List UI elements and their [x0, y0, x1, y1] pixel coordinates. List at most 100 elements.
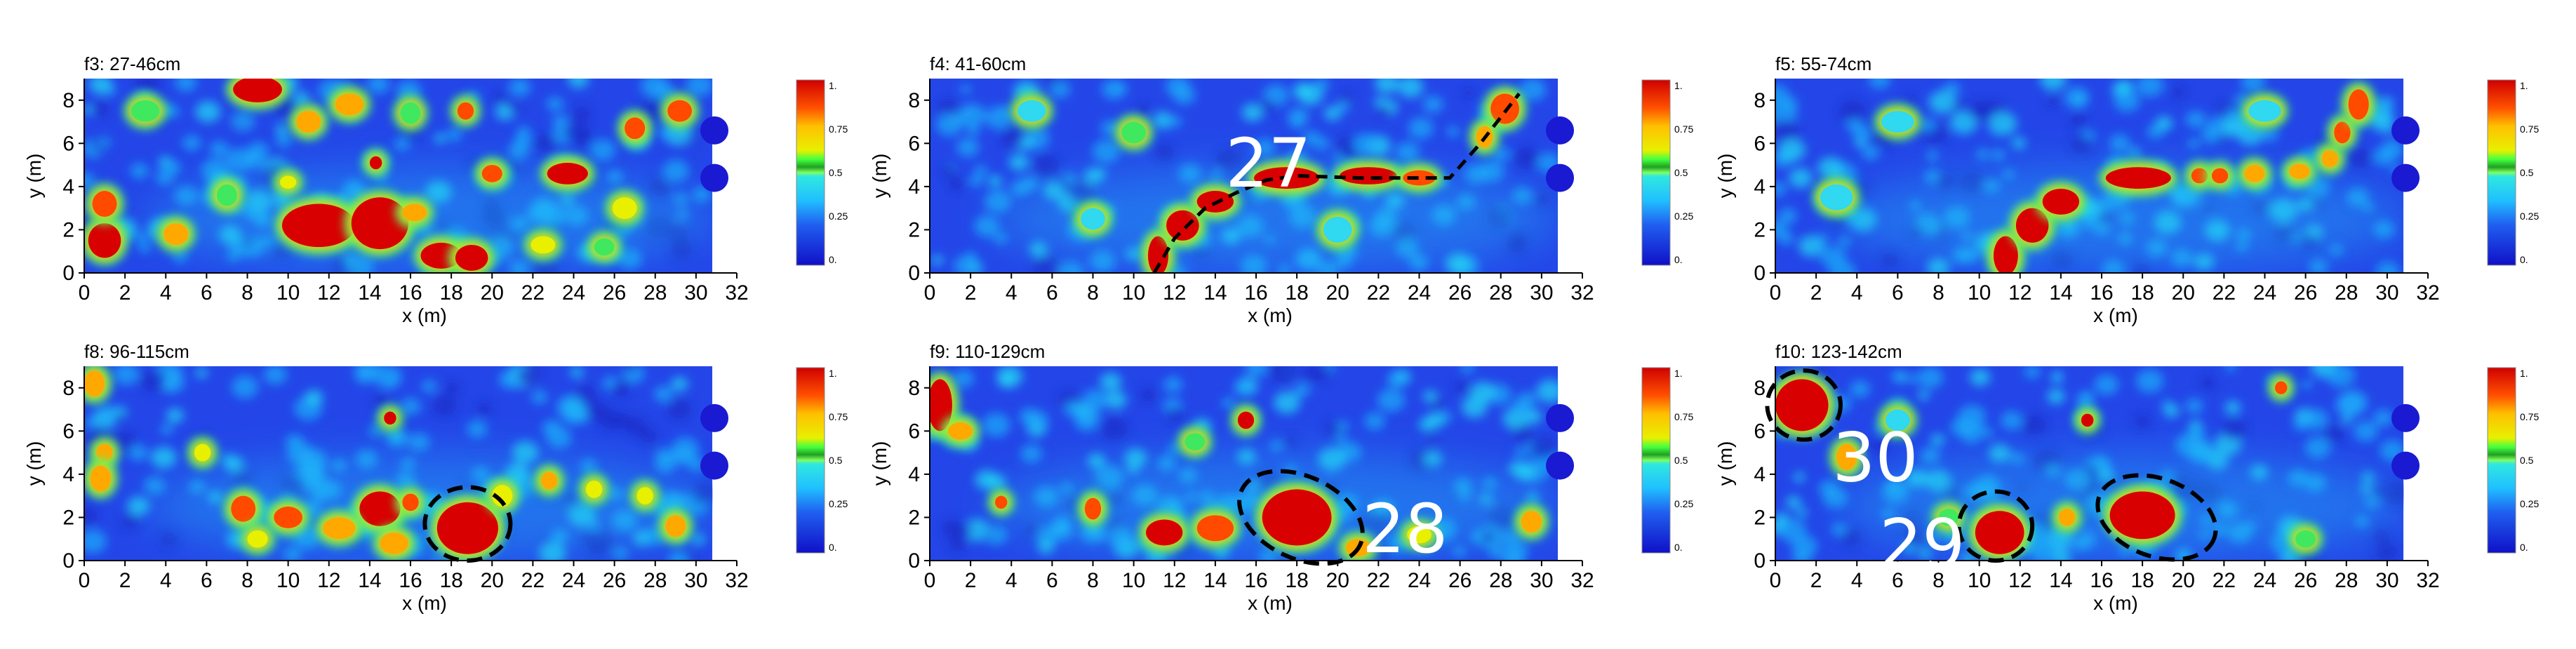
y-tick-label: 8 — [908, 89, 920, 112]
hotspot-core — [274, 507, 302, 528]
x-tick-label: 26 — [2294, 281, 2317, 305]
hotspot — [289, 103, 328, 140]
hotspot — [84, 366, 112, 404]
hotspot-core — [2244, 165, 2265, 182]
hotspot — [274, 196, 363, 255]
texture-blob — [1020, 175, 1039, 192]
texture-blob — [1102, 79, 1126, 100]
x-tick-label: 28 — [1489, 569, 1512, 592]
texture-blob — [305, 389, 323, 406]
colorbar-tick-label: 1. — [2520, 80, 2528, 91]
texture-blob — [1775, 182, 1787, 196]
hotspot — [2288, 523, 2323, 556]
x-tick-label: 6 — [1046, 569, 1058, 592]
texture-blob — [1166, 79, 1191, 98]
hotspot-core — [455, 244, 488, 271]
edge-bump — [1546, 451, 1575, 480]
hotspot — [2241, 93, 2288, 130]
hotspot-core — [90, 465, 111, 492]
texture-blob — [2047, 389, 2065, 404]
hotspot-core — [131, 100, 160, 122]
hotspot-core — [457, 102, 474, 120]
y-tick-label: 4 — [1754, 463, 1766, 486]
x-tick-label: 22 — [1367, 281, 1390, 305]
x-tick-label: 0 — [924, 569, 936, 592]
x-tick-label: 26 — [2294, 569, 2317, 592]
dashed-trace — [1152, 93, 1521, 274]
texture-blob — [1786, 495, 1802, 509]
hotspot — [1878, 401, 1917, 439]
texture-blob — [2335, 393, 2364, 417]
texture-blob — [421, 380, 437, 393]
hotspot-core — [2334, 121, 2351, 144]
hotspot — [1159, 202, 1206, 248]
dashed-ellipse — [1765, 368, 1843, 442]
texture-blob — [2304, 408, 2329, 430]
x-tick-label: 12 — [1163, 569, 1186, 592]
texture-blob — [1869, 79, 1891, 89]
texture-blob — [1168, 443, 1182, 455]
texture-blob — [1514, 463, 1536, 482]
texture-blob — [599, 410, 623, 431]
edge-bump — [1546, 403, 1575, 432]
texture-blob — [2309, 258, 2328, 273]
colorbar-tick-label: 0.25 — [829, 498, 848, 509]
texture-blob — [954, 255, 979, 273]
hotspot-core — [930, 379, 952, 431]
texture-blob — [618, 381, 630, 392]
x-tick-label: 6 — [201, 281, 213, 305]
hotspot-core — [1993, 236, 2018, 273]
texture-blob — [686, 79, 713, 97]
hotspot-core — [585, 481, 603, 498]
x-tick-label: 20 — [481, 569, 504, 592]
texture-blob — [986, 474, 1007, 491]
texture-blob — [955, 523, 973, 537]
texture-blob — [1163, 376, 1183, 393]
texture-blob — [1970, 368, 1991, 387]
hotspot-core — [380, 532, 409, 554]
texture-blob — [1063, 401, 1083, 417]
texture-blob — [1311, 366, 1331, 382]
hotspot — [240, 523, 275, 556]
texture-blob — [1517, 392, 1537, 408]
texture-blob — [84, 105, 93, 114]
texture-blob — [263, 366, 288, 385]
hotspot — [2341, 81, 2376, 128]
texture-blob — [2262, 127, 2279, 142]
colorbar: 1. 0.75 0.5 0.25 0. — [2487, 367, 2539, 554]
texture-blob — [2353, 421, 2378, 442]
texture-blob — [1862, 145, 1880, 161]
heatmap — [1775, 366, 2404, 561]
x-tick-label: 0 — [1770, 281, 1782, 305]
texture-blob — [121, 512, 140, 529]
texture-blob — [671, 377, 688, 392]
texture-blob — [1166, 407, 1184, 422]
texture-blob — [1139, 388, 1156, 403]
texture-blob — [1100, 417, 1128, 441]
x-tick-label: 10 — [1122, 569, 1145, 592]
texture-blob — [2301, 380, 2312, 389]
texture-blob — [1956, 122, 1970, 135]
texture-blob — [498, 370, 520, 389]
edge-bump — [700, 451, 729, 480]
texture-blob — [1815, 234, 1829, 245]
edge-notches — [1546, 116, 1575, 192]
texture-blob — [98, 137, 111, 148]
texture-blob — [366, 79, 390, 94]
x-tick-label: 10 — [1968, 281, 1991, 305]
texture-blob — [113, 366, 140, 385]
hotspot-core — [1262, 489, 1332, 546]
colorbar-tick-label: 0.5 — [829, 167, 843, 178]
colorbar-tick-label: 0. — [2520, 542, 2528, 553]
colorbar: 1. 0.75 0.5 0.25 0. — [796, 79, 848, 266]
x-tick-label: 2 — [119, 281, 131, 305]
hotspot — [315, 509, 363, 547]
heatmap — [1775, 79, 2404, 273]
texture-blob — [667, 399, 691, 420]
hotspot-core — [636, 487, 653, 504]
edge-bump — [2391, 163, 2420, 192]
texture-blob — [937, 99, 959, 118]
texture-blob — [84, 506, 98, 526]
